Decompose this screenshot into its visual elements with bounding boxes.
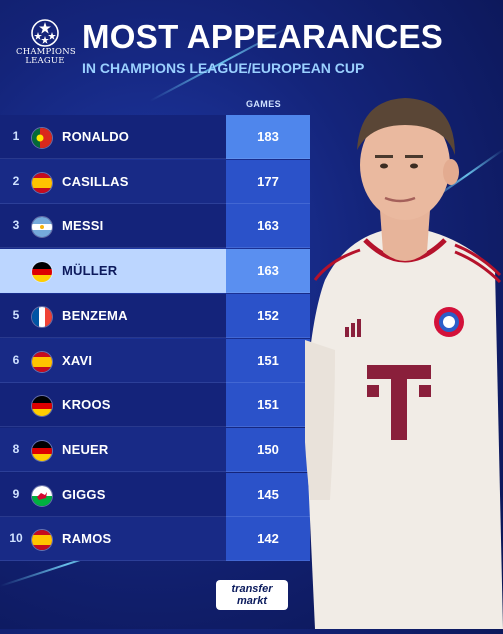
player-name: XAVI (62, 352, 93, 368)
rank-label: 6 (12, 352, 20, 367)
games-value: 152 (226, 293, 310, 338)
spain-flag-icon (31, 350, 53, 373)
table-row: 2 CASILLAS 177 (0, 159, 310, 204)
table-row: 8 NEUER 150 (0, 427, 310, 472)
games-value: 163 (226, 204, 310, 249)
brand-line-1: transfer (231, 583, 273, 595)
table-row: MÜLLER 163 (0, 249, 310, 294)
spain-flag-icon (31, 171, 53, 194)
logo-text-1: CHAMPIONS (16, 47, 76, 57)
germany-flag-icon (31, 261, 53, 284)
games-value: 151 (226, 338, 310, 383)
games-value: 177 (226, 159, 310, 204)
games-value: 145 (226, 472, 310, 517)
brand-line-2: markt (237, 595, 267, 607)
player-name: BENZEMA (62, 307, 128, 323)
player-name: GIGGS (62, 486, 106, 502)
table-row: KROOS 151 (0, 383, 310, 428)
table-row: 10 RAMOS 142 (0, 517, 310, 562)
games-value: 142 (226, 517, 310, 562)
player-photo (303, 80, 503, 629)
player-name: MÜLLER (62, 263, 118, 279)
france-flag-icon (31, 305, 53, 328)
page-title: MOST APPEARANCES (82, 18, 444, 55)
rank-label: 8 (12, 441, 20, 456)
table-row: 3 MESSI 163 (0, 204, 310, 249)
logo-text-2: LEAGUE (25, 56, 65, 66)
rank-label: 3 (12, 218, 20, 233)
player-name: NEUER (62, 441, 109, 457)
champions-league-logo: CHAMPIONS LEAGUE (16, 18, 76, 66)
transfermarkt-logo: transfer markt (216, 580, 288, 610)
table-row: 1 RONALDO 183 (0, 115, 310, 159)
games-value: 183 (226, 115, 310, 159)
portugal-flag-icon (31, 127, 53, 149)
rank-label: 9 (12, 486, 20, 501)
player-name: RONALDO (62, 129, 130, 144)
player-name: CASILLAS (62, 173, 129, 189)
rank-label: 2 (12, 173, 20, 188)
player-name: RAMOS (62, 531, 112, 547)
games-value: 150 (226, 427, 310, 472)
germany-flag-icon (31, 439, 53, 462)
column-header-games: GAMES (246, 99, 282, 109)
spain-flag-icon (31, 529, 53, 552)
games-value: 151 (226, 383, 310, 428)
player-name: KROOS (62, 397, 111, 413)
player-name: MESSI (62, 218, 104, 234)
table-row: 9 GIGGS 145 (0, 472, 310, 517)
table-row: 6 XAVI 151 (0, 338, 310, 383)
page-subtitle: IN CHAMPIONS LEAGUE/EUROPEAN CUP (82, 60, 365, 76)
rank-label: 1 (12, 129, 20, 143)
rank-label: 5 (12, 307, 20, 322)
wales-flag-icon (31, 484, 53, 507)
starball-icon (31, 19, 59, 47)
games-value: 163 (226, 249, 310, 294)
argentina-flag-icon (31, 216, 53, 239)
germany-flag-icon (31, 395, 53, 418)
rank-label: 10 (9, 531, 23, 546)
table-row: 5 BENZEMA 152 (0, 293, 310, 338)
